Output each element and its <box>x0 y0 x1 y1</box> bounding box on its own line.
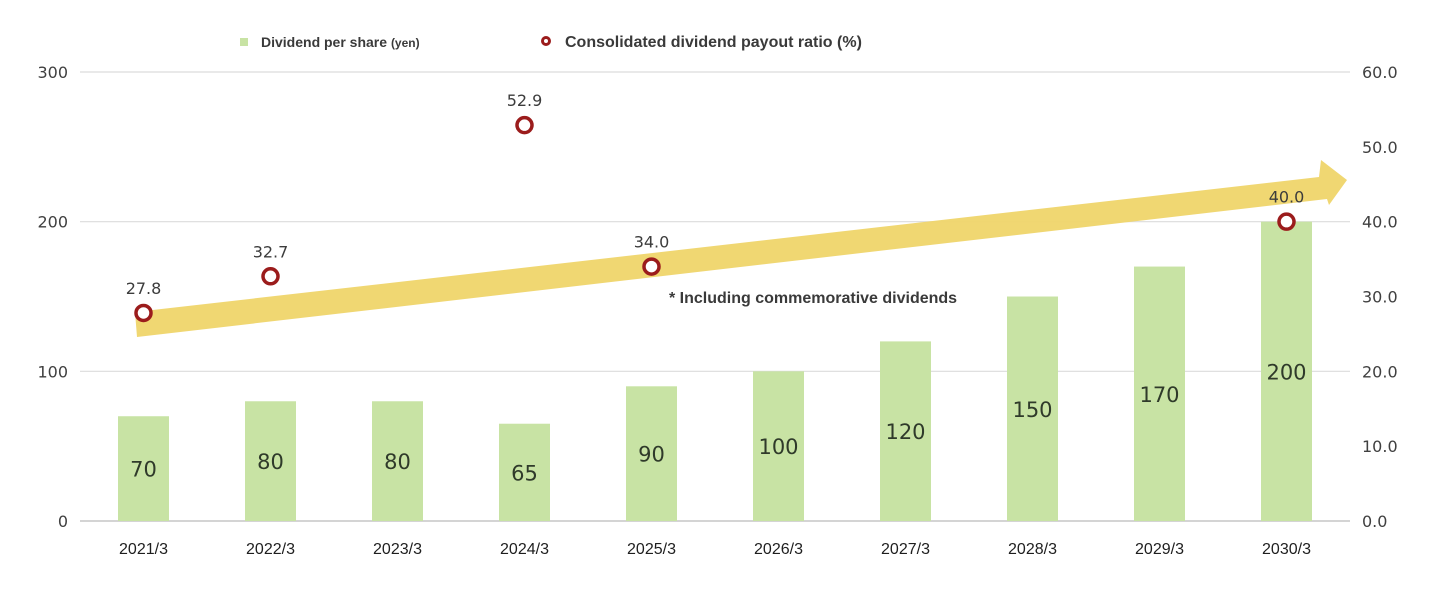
payout-ratio-series: 27.8 32.7 52.9 34.0 40.0 <box>126 91 1305 323</box>
legend-item-payout-ratio: Consolidated dividend payout ratio (%) <box>541 34 862 51</box>
left-axis-tick-label: 300 <box>37 63 68 82</box>
right-axis-tick-label: 50.0 <box>1362 138 1398 157</box>
right-axis-tick-label: 30.0 <box>1362 288 1398 307</box>
x-axis-category-label: 2028/3 <box>1008 541 1057 558</box>
right-axis-tick-label: 40.0 <box>1362 213 1398 232</box>
commemorative-dividend-note: * Including commemorative dividends <box>669 290 957 307</box>
left-axis-ticks: 0 100 200 300 <box>37 63 68 531</box>
legend: Dividend per share (yen) Consolidated di… <box>240 34 862 51</box>
bar-value-label: 90 <box>638 443 665 467</box>
payout-ratio-point <box>642 257 661 276</box>
x-axis-category-label: 2023/3 <box>373 541 422 558</box>
bar-value-label: 65 <box>511 461 538 485</box>
bar-value-label: 120 <box>885 420 925 444</box>
payout-ratio-label: 27.8 <box>126 279 162 298</box>
left-axis-tick-label: 200 <box>37 213 68 232</box>
payout-ratio-label: 34.0 <box>634 233 670 252</box>
bar-value-label: 100 <box>758 435 798 459</box>
payout-ratio-label: 40.0 <box>1269 188 1305 207</box>
bar-value-label: 170 <box>1139 383 1179 407</box>
bar-value-label: 70 <box>130 458 157 482</box>
x-axis-category-label: 2027/3 <box>881 541 930 558</box>
bar-value-label: 200 <box>1266 360 1306 384</box>
right-axis-tick-label: 10.0 <box>1362 437 1398 456</box>
bar-value-label: 80 <box>384 450 411 474</box>
bar <box>1134 266 1185 521</box>
x-axis-category-label: 2029/3 <box>1135 541 1184 558</box>
bar-value-label: 80 <box>257 450 284 474</box>
legend-label-payout-ratio: Consolidated dividend payout ratio (%) <box>565 34 862 51</box>
bar <box>1007 296 1058 521</box>
payout-ratio-point <box>1277 212 1296 231</box>
bar <box>245 401 296 521</box>
x-axis-category-label: 2021/3 <box>119 541 168 558</box>
x-axis-category-label: 2026/3 <box>754 541 803 558</box>
bar-value-label: 150 <box>1012 398 1052 422</box>
payout-ratio-label: 32.7 <box>253 242 289 261</box>
legend-swatch-dividend <box>240 38 248 46</box>
right-axis-tick-label: 20.0 <box>1362 362 1398 381</box>
right-axis-ticks: 0.0 10.0 20.0 30.0 40.0 50.0 60.0 <box>1362 63 1398 531</box>
payout-ratio-point <box>261 267 280 286</box>
bar <box>880 341 931 521</box>
svg-text:Dividend per share (ye: Dividend per share (yen) <box>261 34 420 50</box>
bar <box>626 386 677 521</box>
x-axis-category-label: 2024/3 <box>500 541 549 558</box>
bar <box>499 423 550 521</box>
legend-label-dividend: Dividend per share <box>261 34 387 50</box>
trend-arrow-shape <box>135 160 1347 337</box>
bar <box>1261 221 1312 521</box>
x-axis-labels: 2021/3 2022/3 2023/3 2024/3 2025/3 2026/3 2027… <box>119 541 1311 558</box>
legend-unit-dividend: (yen) <box>391 36 420 50</box>
legend-item-dividend: Dividend per share (yen) <box>240 34 420 50</box>
x-axis-category-label: 2022/3 <box>246 541 295 558</box>
bar <box>753 371 804 521</box>
bar-series: 70 80 80 65 90 100 120 150 170 200 <box>118 221 1312 521</box>
x-axis-category-label: 2025/3 <box>627 541 676 558</box>
right-axis-tick-label: 60.0 <box>1362 63 1398 82</box>
legend-marker-payout-ratio <box>541 36 551 46</box>
left-axis-tick-label: 100 <box>37 362 68 381</box>
right-axis-tick-label: 0.0 <box>1362 512 1387 531</box>
bar <box>118 416 169 521</box>
payout-ratio-point <box>134 303 153 323</box>
left-axis-tick-label: 0 <box>58 512 68 531</box>
bar <box>372 401 423 521</box>
payout-ratio-point <box>515 115 534 135</box>
x-axis-category-label: 2030/3 <box>1262 541 1311 558</box>
trend-arrow <box>135 160 1347 337</box>
payout-ratio-label: 52.9 <box>507 91 543 110</box>
